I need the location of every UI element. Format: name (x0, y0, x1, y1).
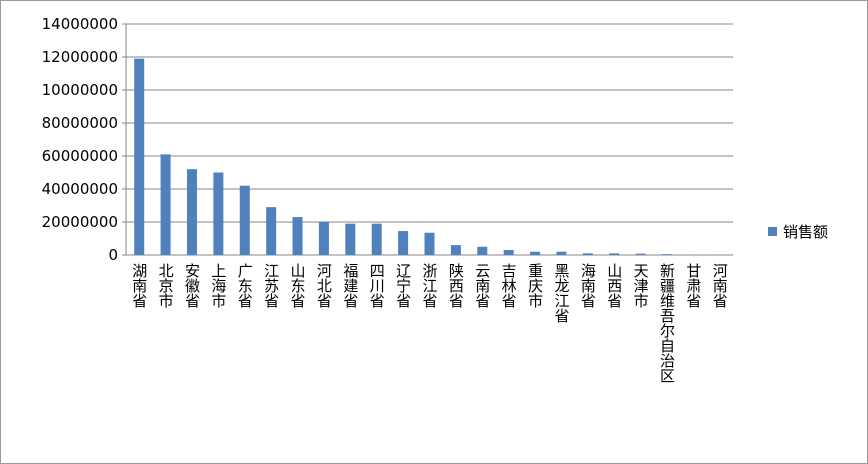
bar (556, 251, 567, 255)
y-tick-label: 12000000 (42, 48, 118, 66)
bar (160, 154, 171, 255)
x-tick-label: 天津市 (632, 263, 650, 308)
bar (398, 231, 409, 255)
bar (609, 253, 620, 255)
legend-label: 销售额 (783, 223, 828, 241)
x-tick-label: 山西省 (605, 263, 623, 308)
bar (318, 222, 329, 255)
bar (186, 169, 197, 255)
bar (239, 185, 250, 255)
x-tick-label: 陕西省 (447, 263, 465, 308)
x-tick-label: 湖南省 (130, 263, 148, 308)
x-tick-label: 新疆维吾尔自治区 (658, 263, 676, 383)
bar (477, 246, 488, 255)
x-tick-label: 北京市 (157, 263, 175, 308)
bar (582, 253, 593, 255)
x-tick-label: 山东省 (289, 263, 307, 308)
bar (424, 232, 435, 255)
bar (345, 223, 356, 255)
x-tick-label: 黑龙江省 (552, 263, 570, 323)
x-tick-label: 浙江省 (421, 263, 439, 308)
bar (662, 254, 673, 255)
x-tick-label: 上海市 (209, 263, 227, 308)
bar (450, 245, 461, 255)
x-tick-label: 四川省 (368, 263, 386, 308)
x-tick-label: 福建省 (341, 263, 359, 308)
bar (134, 58, 145, 256)
y-tick-label: 10000000 (42, 81, 118, 99)
x-tick-label: 吉林省 (500, 263, 518, 308)
y-tick-label: 80000000 (42, 114, 118, 132)
x-tick-label: 重庆市 (526, 263, 544, 308)
bar (266, 207, 277, 255)
x-tick-label: 甘肃省 (684, 263, 702, 308)
bar (530, 251, 541, 255)
y-tick-label: 60000000 (42, 147, 118, 165)
x-tick-label: 广东省 (236, 263, 254, 308)
bar (635, 253, 646, 255)
bar (213, 172, 224, 255)
x-tick-label: 云南省 (473, 263, 491, 308)
x-tick-label: 海南省 (579, 263, 597, 308)
x-tick-label: 河南省 (711, 263, 729, 308)
y-tick-label: 0 (108, 246, 118, 264)
bar (503, 250, 514, 255)
legend-swatch (768, 227, 777, 236)
y-tick-label: 40000000 (42, 180, 118, 198)
bar (292, 217, 303, 255)
x-tick-label: 辽宁省 (394, 263, 412, 308)
x-tick-label: 安徽省 (183, 263, 201, 308)
y-tick-label: 20000000 (42, 213, 118, 231)
y-tick-label: 14000000 (42, 15, 118, 33)
x-tick-label: 江苏省 (262, 263, 280, 308)
x-tick-label: 河北省 (315, 263, 333, 308)
bar (371, 223, 382, 255)
